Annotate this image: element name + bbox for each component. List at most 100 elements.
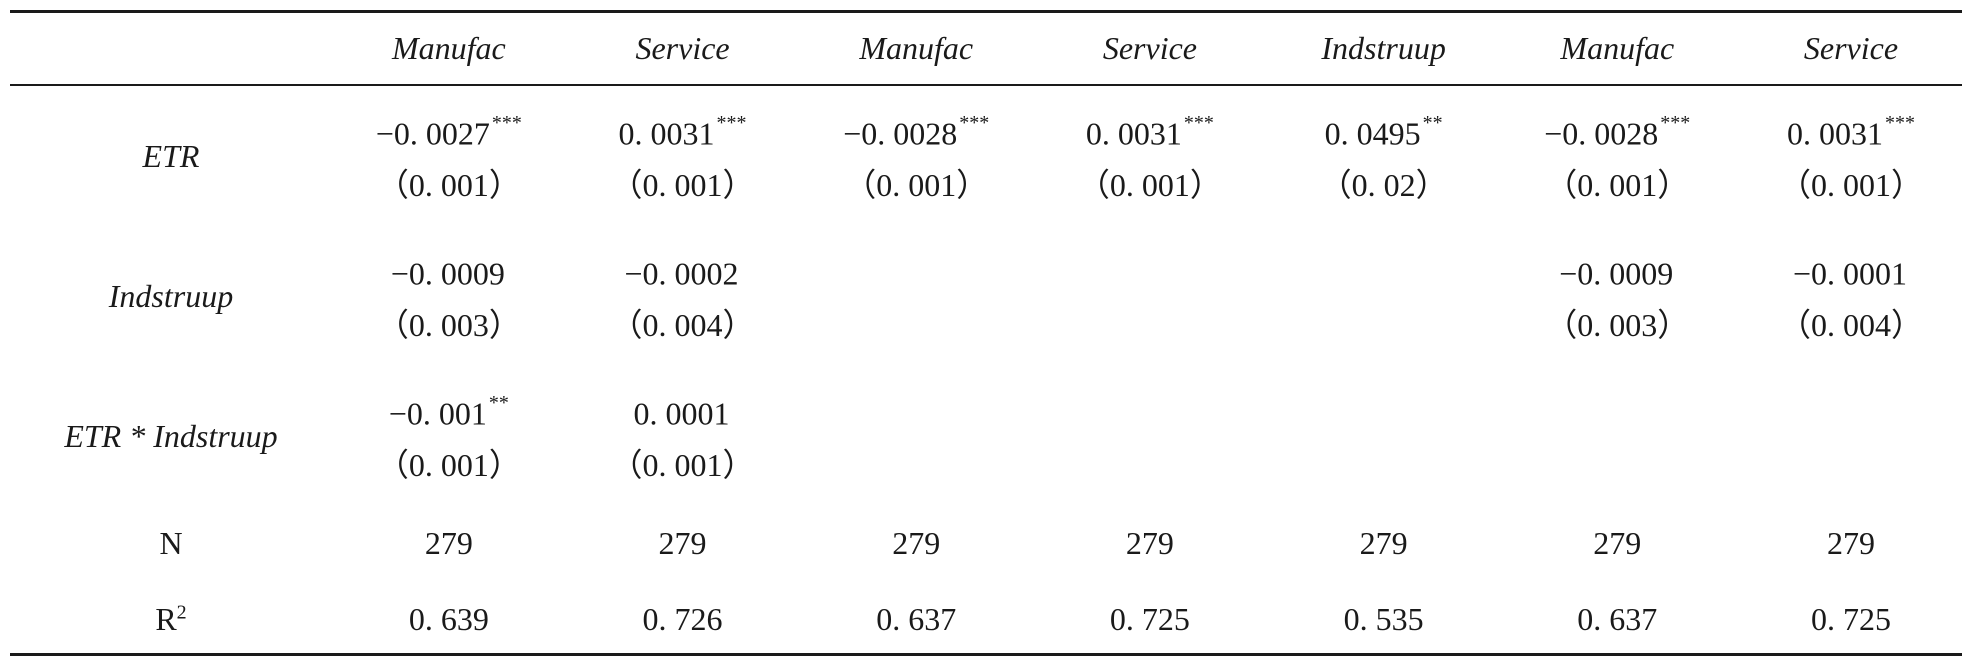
r2-value-7: 0. 725 xyxy=(1810,600,1891,637)
coef-cell: 0. 0031 *** （0. 001） xyxy=(1734,86,1968,226)
coef-value-line xyxy=(799,407,1033,466)
coef-value-line: −0. 0028 *** xyxy=(799,101,1033,160)
standard-error: （0. 001） xyxy=(376,447,521,484)
standard-error: （0. 001） xyxy=(610,447,755,484)
significance-stars: *** xyxy=(716,111,747,134)
coef-value: −0. 0001 xyxy=(1792,255,1907,292)
row-label-n: N xyxy=(159,524,183,561)
coef-value-line: −0. 001 ** xyxy=(332,381,566,440)
coef-value-line: 0. 0495 ** xyxy=(1267,101,1501,160)
coef-cell xyxy=(1500,366,1734,506)
coef-cell: −0. 0028 *** （0. 001） xyxy=(799,86,1033,226)
coef-cell xyxy=(1734,366,1968,506)
r2-value-4: 0. 725 xyxy=(1109,600,1190,637)
significance-stars: *** xyxy=(959,111,990,134)
n-value-5: 279 xyxy=(1359,524,1408,561)
coef-value-line xyxy=(1734,407,1968,466)
coef-value: −0. 001 xyxy=(388,395,487,432)
n-value-7: 279 xyxy=(1826,524,1875,561)
coef-cell: 0. 0495 ** （0. 02） xyxy=(1267,86,1501,226)
coef-value-line: 0. 0031 *** xyxy=(1033,101,1267,160)
coef-cell xyxy=(1033,226,1267,366)
coef-cell: −0. 001 ** （0. 001） xyxy=(332,366,566,506)
standard-error: （0. 001） xyxy=(844,167,989,204)
coef-value-line: −0. 0009 xyxy=(332,241,566,300)
header-cell-6: Manufac xyxy=(1560,29,1675,66)
r2-label-base: R xyxy=(155,600,177,637)
coef-value-line xyxy=(799,267,1033,326)
coef-value-line: 0. 0031 *** xyxy=(566,101,800,160)
coef-cell: 0. 0031 *** （0. 001） xyxy=(566,86,800,226)
coef-value-line xyxy=(1267,407,1501,466)
standard-error: （0. 001） xyxy=(1545,167,1690,204)
coef-value: −0. 0028 xyxy=(843,115,958,152)
coef-cell xyxy=(799,366,1033,506)
coef-value: −0. 0028 xyxy=(1544,115,1659,152)
coef-cell xyxy=(1267,226,1501,366)
table-top-rule xyxy=(10,10,1962,13)
r2-label-sup: 2 xyxy=(176,600,187,623)
significance-stars: ** xyxy=(1422,111,1443,134)
standard-error: （0. 001） xyxy=(610,167,755,204)
coef-cell: 0. 0031 *** （0. 001） xyxy=(1033,86,1267,226)
n-value-2: 279 xyxy=(658,524,707,561)
significance-stars: *** xyxy=(1660,111,1691,134)
header-cell-3: Manufac xyxy=(859,29,974,66)
coef-value-line: −0. 0009 xyxy=(1500,241,1734,300)
coef-value: −0. 0027 xyxy=(375,115,490,152)
r2-value-3: 0. 637 xyxy=(876,600,957,637)
coef-cell: −0. 0001 （0. 004） xyxy=(1734,226,1968,366)
coef-cell: −0. 0009 （0. 003） xyxy=(332,226,566,366)
row-label-r2: R2 xyxy=(10,580,332,658)
table-bottom-rule xyxy=(10,653,1962,656)
coef-cell xyxy=(1267,366,1501,506)
r2-value-6: 0. 637 xyxy=(1577,600,1658,637)
header-cell-2: Service xyxy=(635,29,730,66)
significance-stars: *** xyxy=(491,111,522,134)
standard-error: （0. 003） xyxy=(1545,307,1690,344)
header-cell-1: Manufac xyxy=(391,29,506,66)
table-header-rule xyxy=(10,84,1962,86)
coef-value-line xyxy=(1500,407,1734,466)
r2-value-5: 0. 535 xyxy=(1343,600,1424,637)
coef-value-line: 0. 0031 *** xyxy=(1734,101,1968,160)
coef-value: 0. 0031 xyxy=(1085,115,1182,152)
coef-value-line: −0. 0002 xyxy=(566,241,800,300)
significance-stars: *** xyxy=(1183,111,1214,134)
header-row: Manufac Service Manufac Service Indstruu… xyxy=(10,10,1968,86)
significance-stars: *** xyxy=(1884,111,1915,134)
significance-stars: ** xyxy=(488,391,509,414)
standard-error: （0. 004） xyxy=(610,307,755,344)
standard-error: （0. 001） xyxy=(1077,167,1222,204)
table-row: ETR −0. 0027 *** （0. 001） 0. 0031 *** （0. 001）… xyxy=(10,86,1968,226)
coef-value-line xyxy=(1033,267,1267,326)
row-label: ETR xyxy=(142,137,200,174)
row-label: Indstruup xyxy=(108,277,234,314)
header-cell-4: Service xyxy=(1102,29,1197,66)
coef-value: 0. 0031 xyxy=(1786,115,1883,152)
table-row-n: N 279 279 279 279 279 279 279 xyxy=(10,506,1968,580)
n-value-4: 279 xyxy=(1125,524,1174,561)
coef-cell: −0. 0009 （0. 003） xyxy=(1500,226,1734,366)
coef-value: −0. 0009 xyxy=(1559,255,1674,292)
regression-table: Manufac Service Manufac Service Indstruu… xyxy=(10,10,1968,658)
coef-value-line: 0. 0001 xyxy=(566,381,800,440)
r2-value-2: 0. 726 xyxy=(642,600,723,637)
coef-value-line: −0. 0027 *** xyxy=(332,101,566,160)
standard-error: （0. 001） xyxy=(376,167,521,204)
coef-value-line xyxy=(1033,407,1267,466)
coef-value: −0. 0009 xyxy=(390,255,505,292)
coef-cell: 0. 0001 （0. 001） xyxy=(566,366,800,506)
standard-error: （0. 001） xyxy=(1778,167,1923,204)
r2-value-1: 0. 639 xyxy=(408,600,489,637)
table-row-r2: R2 0. 639 0. 726 0. 637 0. 725 0. 535 0.… xyxy=(10,580,1968,658)
table-row: ETR * Indstruup −0. 001 ** （0. 001） 0. 0001 （… xyxy=(10,366,1968,506)
coef-value: 0. 0001 xyxy=(633,395,730,432)
n-value-1: 279 xyxy=(424,524,473,561)
coef-cell: −0. 0002 （0. 004） xyxy=(566,226,800,366)
coef-value: 0. 0495 xyxy=(1324,115,1421,152)
coef-value-line: −0. 0001 xyxy=(1734,241,1968,300)
coef-cell: −0. 0028 *** （0. 001） xyxy=(1500,86,1734,226)
coef-value-line: −0. 0028 *** xyxy=(1500,101,1734,160)
coef-value: −0. 0002 xyxy=(624,255,739,292)
